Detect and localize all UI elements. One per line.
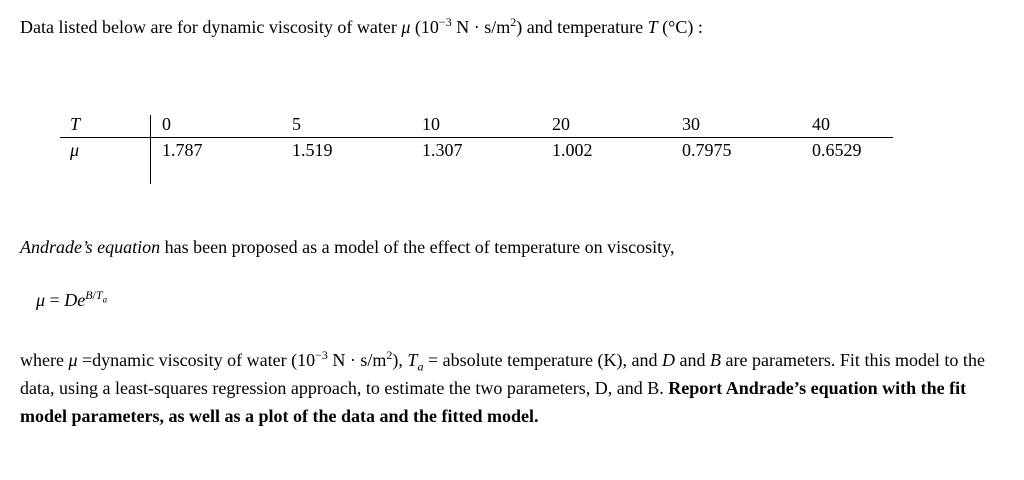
table-cell: 30 [682,114,700,134]
row-label: μ [70,140,80,160]
model-intro: Andrade’s equation has been proposed as … [20,237,675,258]
text: = absolute temperature (K), and [423,350,662,370]
symbol: T [95,288,103,302]
text: N · s/m [327,350,387,370]
text: has been proposed as a model of the effe… [160,237,675,257]
symbol: T [647,17,658,37]
table-cell: 5 [292,114,301,134]
symbol: T [407,350,418,370]
table-cell: 20 [552,114,570,134]
text: ) and temperature [516,17,648,37]
text: = [45,290,65,310]
text: Data listed below are for dynamic viscos… [20,17,402,37]
equation: μ = DeB/Ta [36,288,108,311]
symbol: a [417,359,424,374]
table-cell: 1.787 [162,140,203,160]
text: =dynamic viscosity of water (10 [77,350,316,370]
row-label: T [70,114,81,134]
symbol: μ [68,350,78,370]
text: ), [392,350,408,370]
text: (10 [410,17,439,37]
intro: Data listed below are for dynamic viscos… [20,15,703,38]
text: (°C) : [657,17,703,37]
symbol: a [102,294,108,305]
bold-text: Report Andrade’s equation with the fit m… [20,378,967,426]
exponent: 2 [510,15,517,29]
table-cell: 0.6529 [812,140,862,160]
text: / [92,288,96,302]
table-cell: 0 [162,114,171,134]
text: and [675,350,710,370]
table-cell: 1.002 [552,140,593,160]
text: are parameters. Fit this model to the da… [20,350,985,398]
symbol: B [85,288,93,302]
text: N · s/m [451,17,511,37]
symbol: B [710,350,721,370]
symbol: μ [401,17,411,37]
symbol: De [64,290,86,310]
exponent: 2 [386,348,393,362]
text: where [20,350,69,370]
task: where μ =dynamic viscosity of water (10−… [20,346,995,430]
table-cell: 10 [422,114,440,134]
table-cell: 40 [812,114,830,134]
table-rule [150,115,151,184]
exponent: −3 [438,15,452,29]
table-cell: 1.307 [422,140,463,160]
exponent: −3 [315,348,328,362]
symbol: μ [36,290,46,310]
table-rule [60,137,893,138]
text: Andrade’s equation [20,237,161,257]
symbol: D [662,350,675,370]
table-cell: 1.519 [292,140,333,160]
table-cell: 0.7975 [682,140,732,160]
